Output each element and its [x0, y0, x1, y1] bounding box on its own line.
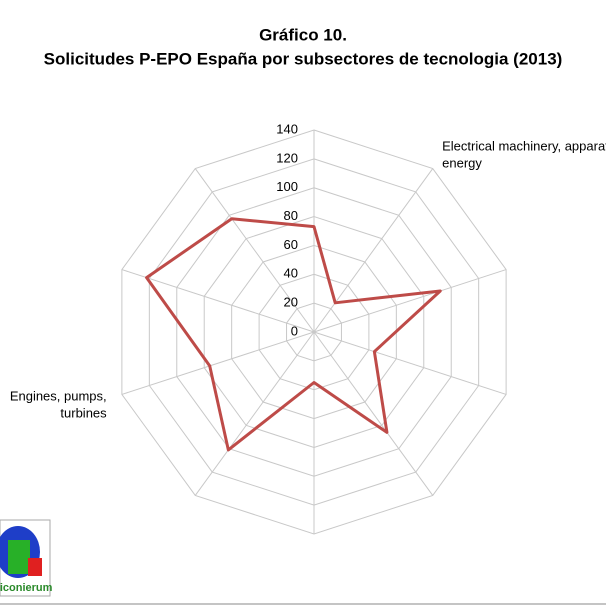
y-tick-label: 40	[284, 266, 298, 281]
logo-book	[8, 540, 30, 574]
y-tick-label: 0	[291, 323, 298, 338]
chart-title: Gráfico 10.	[259, 25, 347, 44]
y-tick-label: 100	[276, 179, 298, 194]
spoke	[194, 168, 315, 333]
logo-text: Oficonierum	[0, 582, 53, 594]
spoke	[313, 331, 507, 395]
spoke	[121, 331, 315, 395]
series-line	[145, 217, 442, 452]
y-tick-label: 140	[276, 121, 298, 136]
category-label: Electrical machinery, apparatus,energy	[442, 139, 606, 171]
logo-block	[28, 558, 42, 576]
chart-subtitle: Solicitudes P-EPO España por subsectores…	[44, 49, 563, 68]
y-tick-label: 120	[276, 150, 298, 165]
y-tick-label: 60	[284, 237, 298, 252]
spoke	[121, 269, 315, 333]
y-tick-label: 80	[284, 208, 298, 223]
logo: Oficonierum	[0, 519, 53, 597]
category-label: Engines, pumps, turbines	[10, 389, 107, 421]
spoke	[313, 269, 507, 333]
spoke	[194, 331, 315, 496]
y-tick-label: 20	[284, 295, 298, 310]
spoke	[313, 168, 434, 333]
spoke	[313, 331, 434, 496]
